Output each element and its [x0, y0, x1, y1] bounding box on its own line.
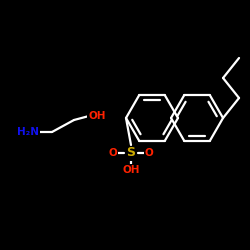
Text: S: S [126, 146, 136, 160]
Text: OH: OH [88, 111, 106, 121]
Text: O: O [144, 148, 154, 158]
Text: O: O [108, 148, 118, 158]
Text: OH: OH [122, 165, 140, 175]
Text: H₂N: H₂N [17, 127, 39, 137]
